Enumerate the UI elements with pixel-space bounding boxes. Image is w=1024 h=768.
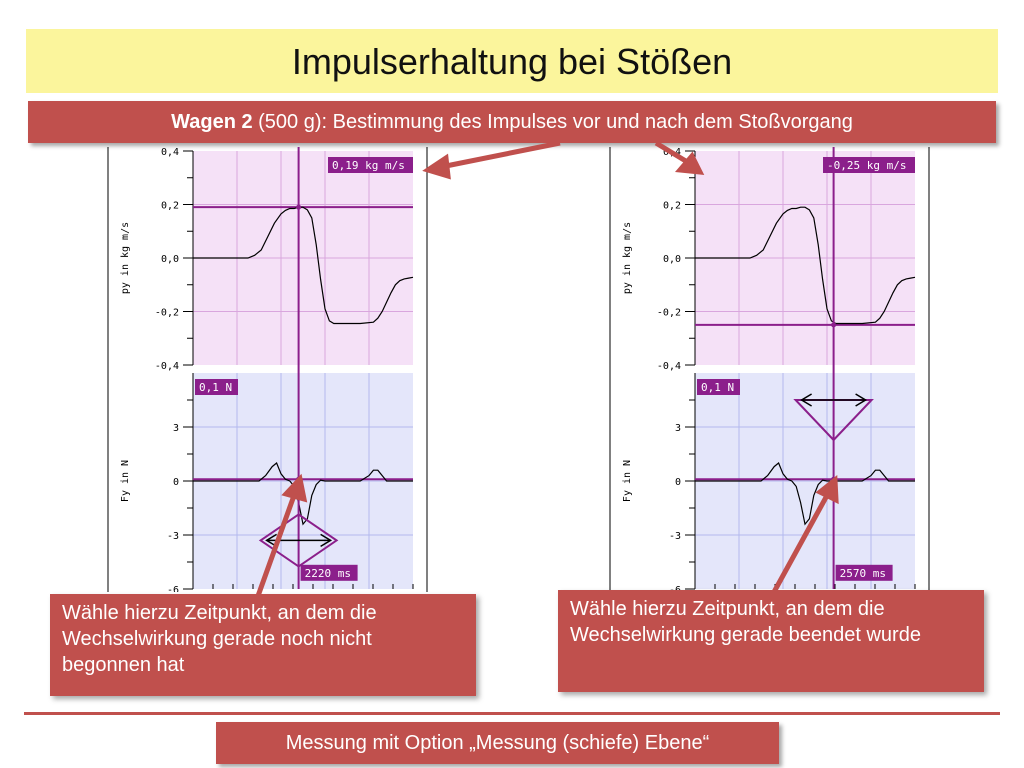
left-top-ylabel: py in kg m/s [120, 222, 131, 294]
left-top-marker-dot [296, 204, 302, 210]
right-drag-arrow-right-head [855, 393, 868, 407]
left-cursor-time-label: 2220 ms [305, 567, 351, 580]
footer-text: Messung mit Option „Messung (schiefe) Eb… [285, 732, 710, 754]
right-top-ytick-label: -0,2 [657, 308, 681, 319]
left-top-ytick-label: 0,4 [161, 147, 179, 158]
left-bottom-readout-bg [195, 379, 238, 395]
left-bottom-ytick-label: -6 [167, 585, 179, 592]
left-top-ytick-label: -0,4 [155, 361, 179, 372]
right-bottom-readout: 0,1 N [701, 381, 734, 394]
divider [24, 712, 1000, 715]
banner-text: (500 g): Bestimmung des Impulses vor und… [252, 111, 853, 133]
left-force-series [193, 462, 413, 526]
left-top-readout-bg [328, 157, 413, 173]
left-bottom-ylabel: Fy in N [120, 460, 131, 502]
right-bottom-ytick-label: -6 [669, 585, 681, 592]
footer-label: Messung mit Option „Messung (schiefe) Eb… [216, 722, 779, 764]
right-bottom-readout-bg [697, 379, 740, 395]
right-drag-handle-icon [793, 393, 874, 442]
right-top-ytick-label: 0,4 [663, 147, 681, 158]
left-bottom-ytick-label: 3 [173, 423, 179, 434]
left-bottom-readout: 0,1 N [199, 381, 232, 394]
right-top-ytick-label: 0,0 [663, 254, 681, 265]
right-drag-arrow-left-head [800, 393, 812, 407]
left-bottom-ytick-label: -3 [167, 531, 179, 542]
right-bottom-ytick-label: 3 [675, 423, 681, 434]
title-bar: Impulserhaltung bei Stößen [26, 29, 998, 93]
banner-bold: Wagen 2 [171, 111, 253, 133]
callout-left-text: Wähle hierzu Zeitpunkt, an dem die Wechs… [62, 602, 377, 676]
right-top-readout: -0,25 kg m/s [827, 159, 906, 172]
banner: Wagen 2 (500 g): Bestimmung des Impulses… [28, 101, 996, 143]
left-cursor-time-bg [300, 564, 358, 581]
slide-title: Impulserhaltung bei Stößen [291, 41, 733, 82]
right-cursor-time-bg [835, 564, 893, 581]
right-top-readout-bg [823, 157, 915, 173]
left-top-ytick-label: -0,2 [155, 308, 179, 319]
right-top-ylabel: py in kg m/s [622, 222, 633, 294]
left-top-readout: 0,19 kg m/s [332, 159, 405, 172]
right-top-ytick-label: 0,2 [663, 201, 681, 212]
arrow-banner-left [435, 140, 561, 171]
left-top-ytick-label: 0,2 [161, 201, 179, 212]
left-top-ytick-label: 0,0 [161, 254, 179, 265]
right-bottom-ytick-label: 0 [675, 477, 681, 488]
callout-right-text: Wähle hierzu Zeitpunkt, an dem die Wechs… [570, 598, 921, 646]
chart-left: 0,4 0,2 0,0 -0,2 -0,4 py in kg m/s 3 0 -3 -6 Fy in… [107, 147, 428, 592]
left-momentum-series [193, 206, 414, 325]
right-cursor-time-label: 2570 ms [840, 567, 886, 580]
left-bottom-marker-dot [296, 476, 302, 482]
callout-left: Wähle hierzu Zeitpunkt, an dem die Wechs… [50, 594, 476, 696]
arrow-banner-left-head [422, 153, 451, 180]
right-top-marker-dot [831, 322, 837, 328]
callout-right: Wähle hierzu Zeitpunkt, an dem die Wechs… [558, 590, 984, 692]
right-bottom-ytick-label: -3 [669, 531, 681, 542]
right-top-ytick-label: -0,4 [657, 361, 681, 372]
right-momentum-series [695, 206, 916, 325]
chart-right: 0,4 0,2 0,0 -0,2 -0,4 py in kg m/s 3 0 -3 -6 Fy in… [609, 147, 930, 592]
right-bottom-marker-dot [831, 476, 837, 482]
right-bottom-ylabel: Fy in N [622, 460, 633, 502]
left-drag-arrow-right-head [320, 533, 333, 548]
left-bottom-ytick-label: 0 [173, 477, 179, 488]
